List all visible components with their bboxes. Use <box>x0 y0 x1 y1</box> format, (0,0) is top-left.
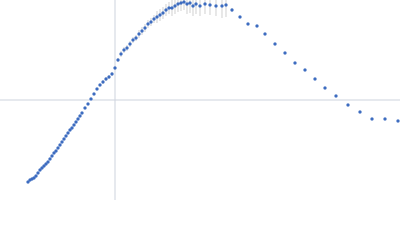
data-point <box>179 1 183 5</box>
data-point <box>208 3 212 7</box>
data-point <box>128 42 132 46</box>
data-point <box>62 137 66 141</box>
data-point <box>44 162 48 166</box>
data-point <box>134 36 138 40</box>
data-point <box>182 0 186 4</box>
data-point <box>188 1 192 5</box>
data-point <box>56 146 60 150</box>
data-point <box>92 92 96 96</box>
data-point <box>198 4 202 8</box>
data-point <box>86 102 90 106</box>
data-point <box>214 4 218 8</box>
data-point <box>230 8 234 12</box>
data-point <box>119 52 123 56</box>
data-point <box>255 24 259 28</box>
data-point <box>89 97 93 101</box>
data-point <box>70 126 74 130</box>
data-point <box>140 29 144 33</box>
data-point <box>104 77 108 81</box>
data-point <box>293 61 297 65</box>
data-point <box>48 157 52 161</box>
data-point <box>263 32 267 36</box>
data-point <box>32 176 36 180</box>
data-point <box>26 180 30 184</box>
data-point <box>246 22 250 26</box>
data-point <box>158 13 162 17</box>
data-point <box>176 2 180 6</box>
data-point <box>76 117 80 121</box>
data-point <box>334 94 338 98</box>
data-point <box>46 160 50 164</box>
data-point <box>80 111 84 115</box>
data-point <box>283 51 287 55</box>
chart <box>0 0 400 200</box>
data-point <box>60 140 64 144</box>
data-point <box>383 117 387 121</box>
data-point <box>72 123 76 127</box>
data-point <box>34 174 38 178</box>
data-point <box>54 149 58 153</box>
data-point <box>220 4 224 8</box>
data-point <box>303 68 307 72</box>
data-point <box>170 6 174 10</box>
data-point <box>313 77 317 81</box>
data-point <box>125 46 129 50</box>
data-point <box>74 120 78 124</box>
data-point <box>38 168 42 172</box>
data-point <box>155 15 159 19</box>
data-point <box>273 42 277 46</box>
data-point <box>110 72 114 76</box>
data-point <box>194 2 198 6</box>
data-point <box>396 119 400 123</box>
data-point <box>146 22 150 26</box>
data-point <box>101 80 105 84</box>
data-point <box>370 117 374 121</box>
page: (() => { const data = JSON.parse(documen… <box>0 0 400 200</box>
data-point <box>224 3 228 7</box>
data-point <box>113 66 117 70</box>
data-point <box>346 103 350 107</box>
data-point <box>116 58 120 62</box>
data-point <box>36 171 40 175</box>
data-point <box>50 154 54 158</box>
data-point <box>164 8 168 12</box>
data-point <box>185 2 189 6</box>
data-point <box>42 164 46 168</box>
data-point <box>238 15 242 19</box>
data-point <box>40 166 44 170</box>
data-point <box>323 86 327 90</box>
data-point <box>137 32 141 36</box>
data-point <box>149 20 153 24</box>
data-point <box>191 4 195 8</box>
data-point <box>58 143 62 147</box>
data-point <box>143 26 147 30</box>
data-point <box>131 38 135 42</box>
data-point <box>66 131 70 135</box>
data-point <box>107 75 111 79</box>
data-point <box>52 151 56 155</box>
data-point <box>122 48 126 52</box>
data-point <box>161 11 165 15</box>
data-point <box>83 106 87 110</box>
data-point <box>64 134 68 138</box>
data-point <box>358 110 362 114</box>
data-point <box>167 6 171 10</box>
data-point <box>78 114 82 118</box>
data-point <box>173 4 177 8</box>
data-point <box>203 2 207 6</box>
data-point <box>68 128 72 132</box>
data-point <box>152 17 156 21</box>
data-point <box>95 87 99 91</box>
data-point <box>98 83 102 87</box>
